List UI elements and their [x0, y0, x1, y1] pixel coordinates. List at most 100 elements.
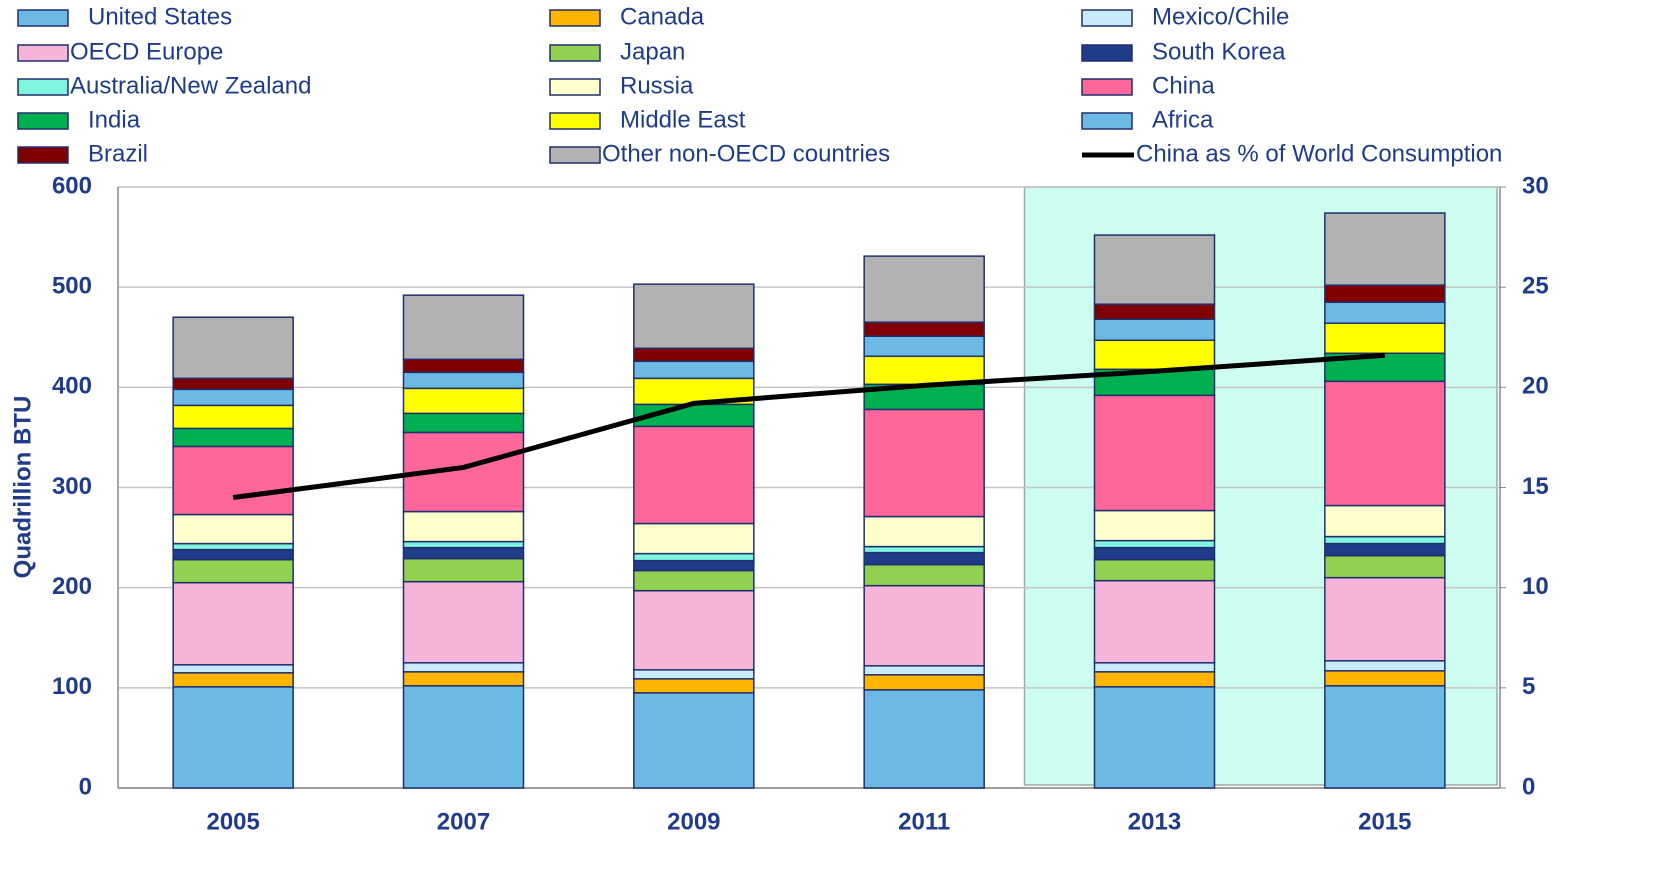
- legend-swatch: [17, 146, 69, 164]
- legend-swatch: [17, 44, 69, 62]
- bar-segment: [402, 557, 525, 583]
- bar-segment: [172, 445, 294, 516]
- bar-segment: [402, 671, 525, 687]
- bar-segment: [633, 552, 755, 562]
- legend-label: Australia/New Zealand: [70, 72, 311, 99]
- bar-segment: [863, 255, 985, 323]
- bar-segment: [172, 542, 294, 551]
- line: [232, 352, 1386, 500]
- legend-label: Mexico/Chile: [1152, 3, 1289, 30]
- x-tick-label: 2013: [1128, 808, 1181, 835]
- bar-segment: [172, 513, 294, 545]
- bar-segment: [633, 283, 755, 350]
- bar-segment: [863, 584, 985, 667]
- y2-tick-label: 10: [1522, 573, 1549, 600]
- y-axis-title: Quadrillion BTU: [9, 396, 36, 579]
- legend-swatch: [549, 112, 601, 130]
- bar-segment: [1324, 554, 1446, 579]
- x-tick-label: 2011: [898, 808, 950, 835]
- legend-label: Other non-OECD countries: [602, 140, 890, 167]
- bar-segment: [863, 408, 985, 518]
- legend-swatch: [1081, 44, 1133, 62]
- bar-segment: [1324, 576, 1446, 662]
- bar-segment: [1093, 303, 1216, 320]
- bar-segment: [172, 377, 294, 391]
- y-tick-label: 200: [52, 573, 92, 600]
- bar-segment: [1093, 546, 1216, 561]
- bar-segment: [402, 510, 525, 543]
- bar-segment: [402, 546, 525, 560]
- bar-segment: [402, 412, 525, 434]
- bar-segment: [1093, 686, 1216, 789]
- legend-label: Brazil: [88, 140, 148, 167]
- bar-segment: [172, 581, 294, 666]
- legend-swatch: [17, 9, 69, 27]
- bar-segment: [633, 559, 755, 572]
- bar-segment: [172, 427, 294, 448]
- bar-segment: [402, 685, 525, 789]
- bar-segment: [172, 672, 294, 688]
- bar-segment: [172, 404, 294, 430]
- bar-segment: [633, 425, 755, 525]
- legend-label: Canada: [620, 3, 705, 30]
- bar-segment: [402, 540, 525, 549]
- legend-label: India: [88, 106, 141, 133]
- bar-segment: [1093, 539, 1216, 549]
- bar-segment: [172, 664, 294, 674]
- bar-segment: [402, 662, 525, 673]
- legend-swatch: [1081, 9, 1133, 27]
- legend-swatch: [17, 112, 69, 130]
- bar-segment: [633, 589, 755, 671]
- x-tick-label: 2007: [437, 808, 490, 835]
- bar-segment: [402, 580, 525, 664]
- bar-segment: [863, 545, 985, 554]
- bar-segment: [172, 316, 294, 380]
- x-tick-label: 2005: [206, 808, 259, 835]
- bar-segment: [863, 355, 985, 386]
- bar-segment: [633, 669, 755, 680]
- bar-segment: [1093, 339, 1216, 371]
- legend-label: South Korea: [1152, 38, 1286, 65]
- bar-segment: [1324, 504, 1446, 538]
- x-tick-label: 2015: [1358, 808, 1411, 835]
- y-tick-label: 0: [79, 773, 92, 800]
- bar-segment: [633, 692, 755, 789]
- legend-swatch: [17, 78, 69, 96]
- y-tick-label: 300: [52, 473, 92, 500]
- bar-segment: [1093, 671, 1216, 688]
- bar-segment: [1324, 212, 1446, 286]
- bar-segment: [633, 678, 755, 694]
- y-tick-label: 600: [52, 172, 92, 199]
- legend-label: Africa: [1152, 106, 1214, 133]
- legend-swatch: [549, 9, 601, 27]
- bar-segment: [402, 371, 525, 390]
- bar-segment: [1093, 509, 1216, 542]
- bar-segment: [1324, 301, 1446, 324]
- legend-label: Russia: [620, 72, 694, 99]
- legend-label: OECD Europe: [70, 38, 223, 65]
- bar-segment: [633, 360, 755, 380]
- bar-segment: [863, 321, 985, 337]
- y-tick-label: 100: [52, 673, 92, 700]
- bar-segment: [1324, 670, 1446, 687]
- bar-segment: [863, 515, 985, 548]
- bar-segment: [1324, 380, 1446, 507]
- y2-tick-label: 20: [1522, 373, 1549, 400]
- bar-segment: [1324, 284, 1446, 303]
- legend-label: Japan: [620, 38, 685, 65]
- bar-segment: [863, 563, 985, 587]
- bar-segment: [633, 522, 755, 555]
- bar-segment: [402, 358, 525, 374]
- y-tick-label: 400: [52, 373, 92, 400]
- bar-segment: [1093, 662, 1216, 673]
- bar-segment: [1324, 660, 1446, 672]
- legend-label: United States: [88, 3, 232, 30]
- y-tick-label: 500: [52, 273, 92, 300]
- y2-tick-label: 15: [1522, 473, 1549, 500]
- bar-segment: [863, 551, 985, 566]
- bar-segment: [863, 665, 985, 676]
- bar-segment: [1093, 394, 1216, 512]
- bar-segment: [1093, 234, 1216, 305]
- legend-swatch: [549, 146, 601, 164]
